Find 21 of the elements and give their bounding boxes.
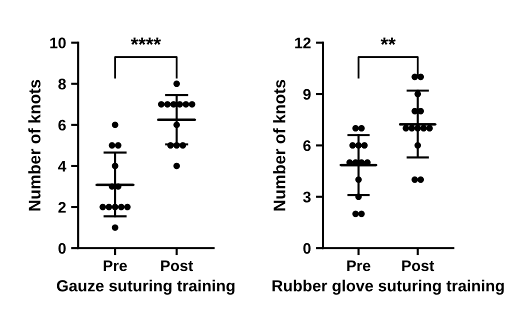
y-tick-label: 4 [58, 160, 66, 172]
y-tick-label: 0 [58, 243, 66, 254]
x-axis-title: Rubber glove suturing training [272, 280, 504, 295]
y-tick-label: 0 [303, 243, 311, 254]
x-tick-label: Post [161, 260, 194, 272]
annotation: **** [130, 38, 161, 45]
y-tick-label: 6 [58, 120, 66, 131]
x-tick-label: Pre [104, 260, 127, 272]
y-axis-title: Number of knots [28, 80, 41, 210]
annotation: ** [380, 38, 396, 45]
y-tick-label: 12 [295, 38, 311, 48]
x-tick-label: Pre [347, 260, 370, 272]
y-axis-title: Number of knots [273, 80, 286, 210]
x-axis-title: Gauze suturing training [56, 280, 234, 295]
y-tick-label: 9 [303, 88, 311, 100]
y-tick-label: 10 [50, 38, 66, 48]
y-tick-label: 6 [303, 140, 311, 152]
x-tick-label: Post [402, 260, 434, 272]
y-tick-label: 3 [303, 192, 311, 202]
y-tick-label: 2 [58, 202, 66, 213]
y-tick-label: 8 [58, 78, 66, 90]
